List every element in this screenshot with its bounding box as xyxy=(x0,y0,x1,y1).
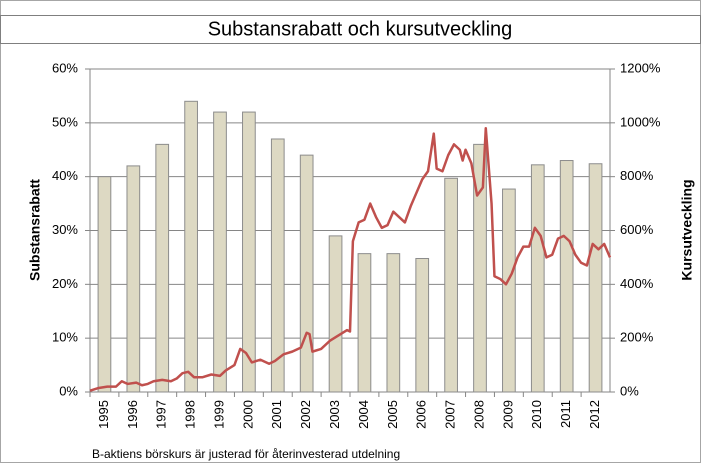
y-tick-label: 20% xyxy=(52,276,78,291)
x-tick-label: 1995 xyxy=(96,400,111,429)
y2-tick-label: 400% xyxy=(620,276,654,291)
x-tick-label: 1998 xyxy=(183,400,198,429)
bar xyxy=(502,188,516,393)
bar xyxy=(97,176,112,393)
y2-tick-label: 200% xyxy=(620,330,654,345)
x-tick-label: 2008 xyxy=(471,400,486,429)
bar xyxy=(588,163,603,393)
x-tick-label: 2004 xyxy=(356,400,371,429)
line xyxy=(89,126,612,392)
bar xyxy=(155,143,170,393)
y2-tick-label: 1000% xyxy=(620,114,661,129)
y2-axis-title: Kursutveckling xyxy=(679,179,695,280)
y-tick-label: 60% xyxy=(52,60,78,75)
bar xyxy=(328,235,343,393)
bar xyxy=(213,111,227,393)
bar xyxy=(242,111,256,393)
x-tick-label: 2012 xyxy=(587,400,602,429)
chart-title: Substansrabatt och kursutveckling xyxy=(208,18,513,40)
bar xyxy=(299,154,314,393)
x-tick-label: 2009 xyxy=(500,400,515,429)
bar xyxy=(559,160,574,393)
y2-tick-label: 0% xyxy=(620,383,639,398)
y-tick-label: 0% xyxy=(59,383,78,398)
x-tick-label: 1999 xyxy=(211,400,226,429)
bar xyxy=(270,138,285,393)
bar xyxy=(357,253,372,393)
x-tick-label: 2007 xyxy=(443,400,458,429)
x-tick-label: 2005 xyxy=(385,400,400,429)
y2-tick-label: 1200% xyxy=(620,60,661,75)
bar xyxy=(415,257,430,393)
bar xyxy=(444,177,458,393)
x-tick-label: 2000 xyxy=(240,400,255,429)
footnote: B-aktiens börskurs är justerad för återi… xyxy=(92,447,400,461)
bar xyxy=(126,165,141,393)
y-tick-label: 30% xyxy=(52,222,78,237)
x-tick-label: 2006 xyxy=(414,400,429,429)
y-axis-title: Substansrabatt xyxy=(27,179,43,281)
x-tick-label: 2001 xyxy=(269,400,284,429)
title-box xyxy=(0,15,701,44)
x-tick-label: 2010 xyxy=(529,400,544,429)
bar xyxy=(473,143,487,393)
x-tick-label: 2003 xyxy=(327,400,342,429)
y-tick-label: 10% xyxy=(52,330,78,345)
y-tick-label: 50% xyxy=(52,114,78,129)
y-tick-label: 40% xyxy=(52,168,78,183)
y2-tick-label: 800% xyxy=(620,168,654,183)
x-tick-label: 2002 xyxy=(298,400,313,429)
bar xyxy=(530,164,545,393)
bar xyxy=(386,253,401,393)
x-tick-label: 2011 xyxy=(558,400,573,428)
bar xyxy=(184,100,198,393)
x-tick-label: 1996 xyxy=(125,400,140,429)
y2-tick-label: 600% xyxy=(620,222,654,237)
x-tick-label: 1997 xyxy=(154,400,169,429)
